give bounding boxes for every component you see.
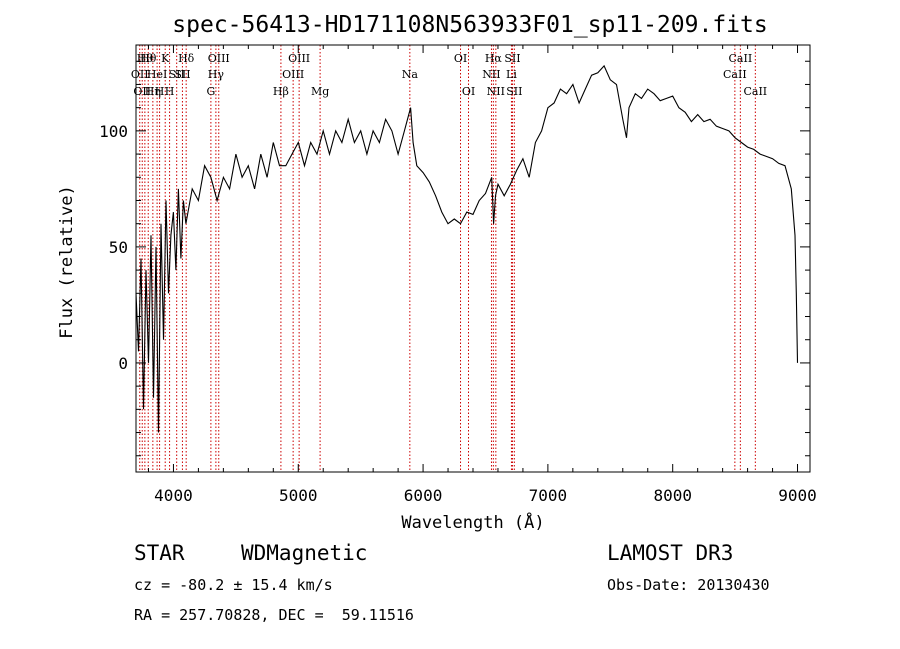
spectral-line-label: OII [133, 85, 151, 98]
spectral-line-label: H [165, 85, 175, 98]
spectral-line-label: Hγ [208, 68, 225, 81]
redshift-cz: cz = -80.2 ± 15.4 km/s [134, 576, 333, 594]
x-tick-label: 8000 [653, 486, 692, 505]
spectrum-series-line [135, 64, 799, 433]
spectral-line-label: Hθ [137, 52, 154, 65]
ra-dec: RA = 257.70828, DEC = 59.11516 [134, 606, 414, 624]
spectral-line-label: OII [131, 68, 149, 81]
object-class: STAR [134, 541, 185, 565]
survey-name: LAMOST DR3 [607, 541, 733, 565]
spectral-line-label: OI [454, 52, 467, 65]
spectral-line-label: OI [462, 85, 475, 98]
spectral-line-label: SII [506, 85, 522, 98]
spectral-line-label: Hδ [178, 52, 195, 65]
spectral-line-label: NII [482, 68, 500, 81]
spectral-line-label: OIII [208, 52, 230, 65]
x-tick-label: 4000 [154, 486, 193, 505]
spectral-line-label: SII [174, 68, 190, 81]
x-tick-label: 6000 [404, 486, 443, 505]
spectral-line-label: CaII [729, 52, 753, 65]
plot-frame [135, 44, 811, 473]
spectral-line-label: Hα [485, 52, 503, 65]
y-tick-label: 50 [109, 238, 128, 257]
observation-date: Obs-Date: 20130430 [607, 576, 770, 594]
spectral-line-label: NII [487, 85, 505, 98]
spectral-line-label: H [155, 85, 165, 98]
chart-title: spec-56413-HD171108N563933F01_sp11-209.f… [172, 12, 767, 38]
object-subclass: WDMagnetic [241, 541, 367, 565]
spectral-line-label: G [206, 85, 215, 98]
y-tick-label: 0 [118, 354, 128, 373]
spectral-lines-layer [139, 45, 756, 472]
x-axis-label: Wavelength (Å) [401, 511, 544, 533]
spectral-line-label: Mg [311, 85, 329, 98]
spectral-line-label: Hη [145, 85, 161, 98]
x-tick-label: 9000 [778, 486, 817, 505]
spectral-line-label: Hβ [273, 85, 289, 98]
y-axis-label: Flux (relative) [57, 185, 77, 339]
y-tick-label: 100 [99, 122, 128, 141]
ticks-layer: 4000 5000 6000 7000 8000 9000 0 50 100 [99, 45, 817, 505]
spectral-line-label: K [161, 52, 170, 65]
spectral-line-label: Li [506, 68, 517, 81]
spectral-line-label: SII [169, 68, 185, 81]
spectral-labels-layer: OIIOIIHθHθHηHeIHKHSIISIIHδGHγOIIIHβOIIIO… [131, 52, 767, 98]
spectral-line-label: Na [402, 68, 419, 81]
spectral-line-label: OIII [282, 68, 304, 81]
series-layer [135, 64, 799, 433]
spectral-line-label: Hθ [140, 52, 157, 65]
spectral-line-label: HeI [147, 68, 167, 81]
spectral-line-label: CaII [743, 85, 767, 98]
x-tick-label: 7000 [529, 486, 568, 505]
spectral-line-label: OIII [288, 52, 310, 65]
spectral-line-label: CaII [723, 68, 747, 81]
spectral-line-label: SII [504, 52, 520, 65]
x-tick-label: 5000 [279, 486, 318, 505]
